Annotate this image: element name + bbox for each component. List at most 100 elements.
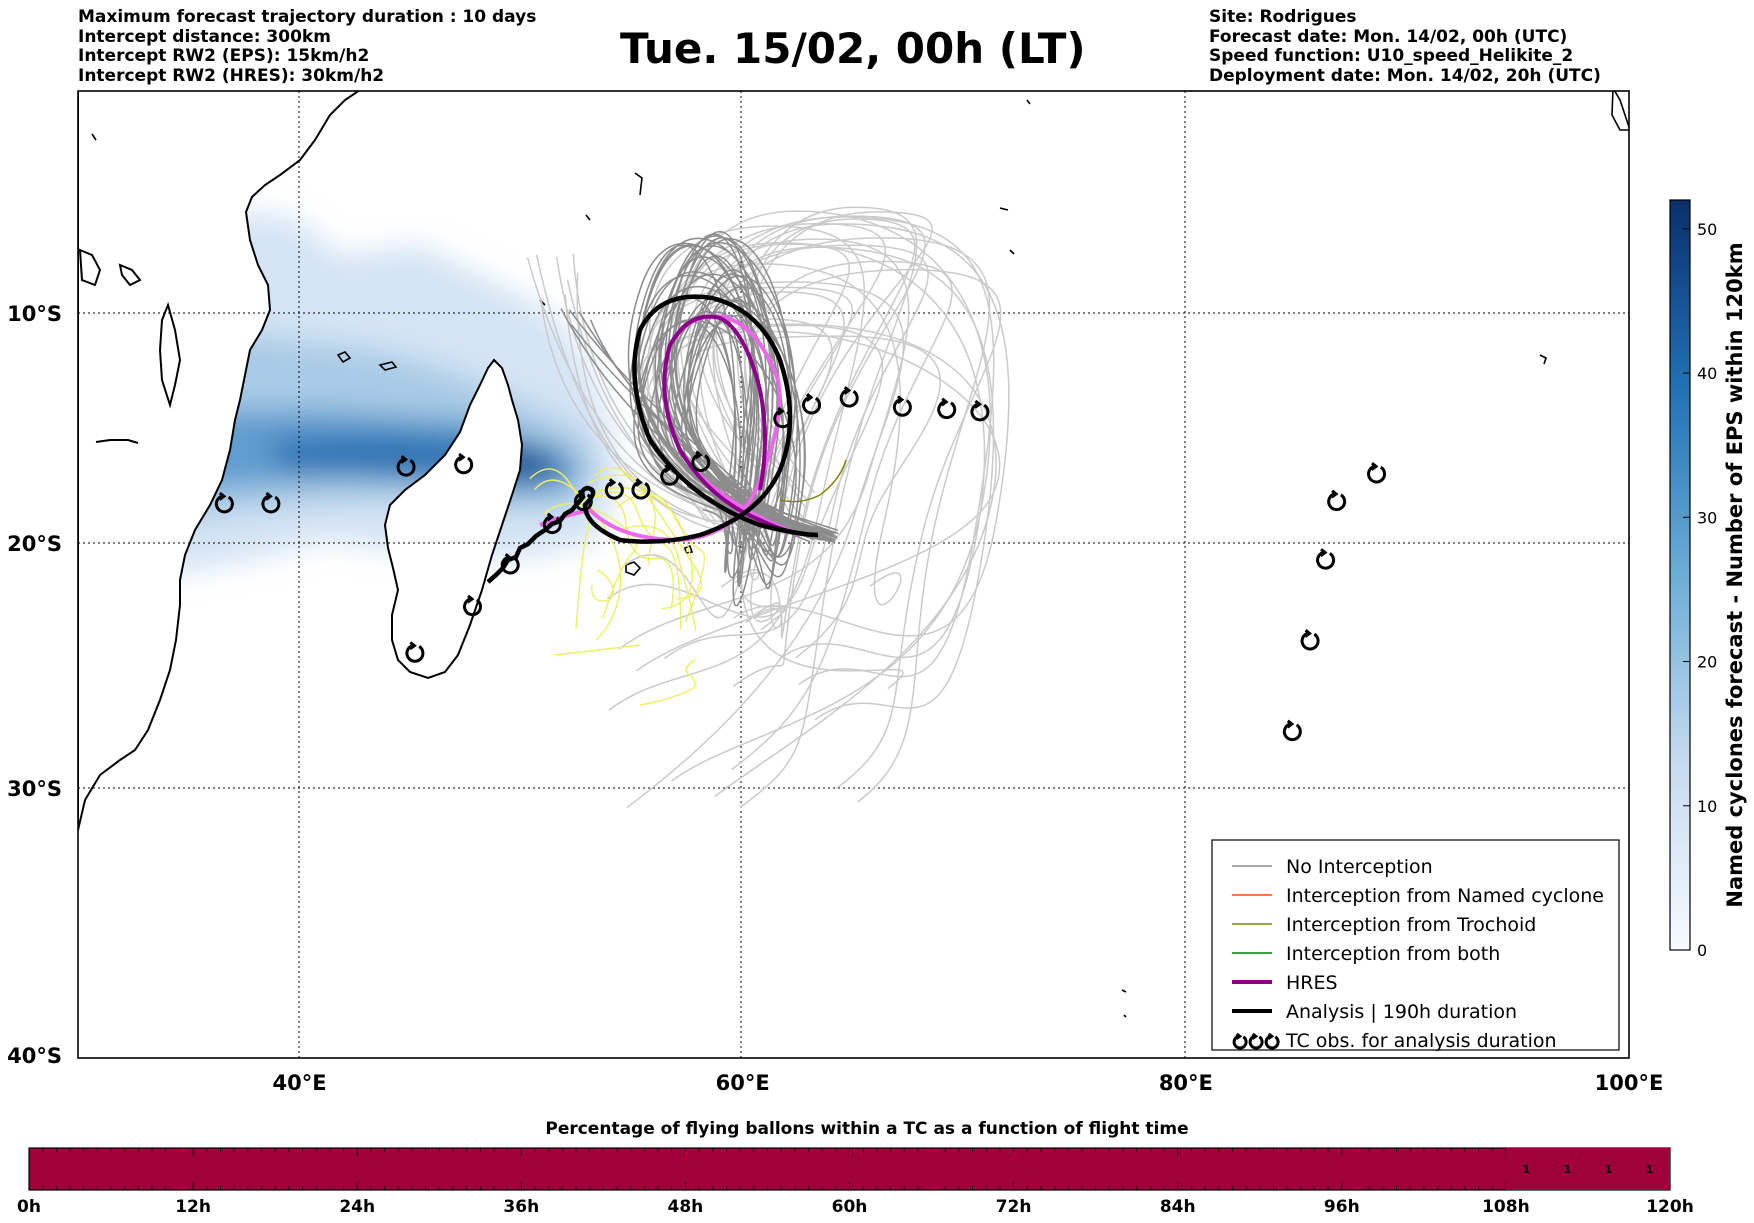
tc-obs-icon — [631, 478, 651, 500]
longitude-tick-labels: 40°E 60°E 80°E 100°E — [273, 1071, 1664, 1095]
tc-obs-icon — [396, 455, 416, 477]
timeline-segment-value: 1 — [1523, 1163, 1531, 1176]
info-site: Site: Rodrigues — [1209, 7, 1357, 27]
tc-obs-icon — [970, 399, 990, 422]
lon-label-60: 60°E — [716, 1071, 770, 1095]
map-frame — [77, 90, 1630, 1059]
yellow-track — [543, 503, 638, 619]
yellow-track — [554, 644, 641, 656]
light-track — [608, 225, 866, 711]
light-track — [535, 254, 749, 536]
tc-obs-icon — [1282, 719, 1302, 742]
timeline-tick-label: 108h — [1482, 1197, 1530, 1217]
lon-label-40: 40°E — [273, 1071, 327, 1095]
lon-label-80: 80°E — [1159, 1071, 1213, 1095]
legend-label: TC obs. for analysis duration — [1285, 1030, 1557, 1052]
info-speed-function: Speed function: U10_speed_Helikite_2 — [1209, 46, 1574, 66]
tc-obs-icon — [1316, 548, 1336, 570]
colorbar-tick: 0 — [1697, 941, 1707, 960]
info-left: Maximum forecast trajectory duration : 1… — [78, 7, 537, 86]
info-right: Site: Rodrigues Forecast date: Mon. 14/0… — [1209, 7, 1601, 86]
yellow-track — [529, 468, 589, 629]
info-intercept-eps: Intercept RW2 (EPS): 15km/h2 — [78, 46, 370, 66]
timeline-tick-label: 24h — [339, 1197, 375, 1217]
lat-label-40: 40°S — [7, 1044, 62, 1068]
tc-obs-icon — [463, 594, 482, 617]
latitude-tick-labels: 10°S 20°S 30°S 40°S — [7, 302, 62, 1068]
colorbar-tick: 50 — [1697, 220, 1717, 239]
tc-obs-icon — [214, 491, 234, 514]
colorbar-label: Named cyclones forecast - Number of EPS … — [1723, 242, 1747, 907]
legend-tc-icon — [1232, 1032, 1248, 1050]
timeline-title: Percentage of flying ballons within a TC… — [545, 1119, 1188, 1139]
timeline-tick-label: 72h — [996, 1197, 1032, 1217]
no-interception-track — [570, 324, 772, 522]
timeline-tick-label: 96h — [1324, 1197, 1360, 1217]
coastline-africa — [78, 91, 361, 831]
tc-obs-icon — [604, 478, 624, 500]
legend-label: Interception from Named cyclone — [1286, 885, 1604, 907]
legend-tc-icon — [1248, 1032, 1264, 1050]
tc-obs-icon — [839, 386, 859, 408]
yellow-track — [591, 569, 614, 602]
yellow-track — [534, 479, 622, 641]
tc-observations — [214, 386, 1386, 742]
no-interception-track — [685, 314, 839, 556]
timeline-tick-label: 120h — [1646, 1197, 1694, 1217]
lat-label-20: 20°S — [7, 532, 62, 556]
tc-obs-icon — [573, 489, 593, 512]
timeline-tick-label: 0h — [17, 1197, 41, 1217]
timeline-segment — [1505, 1148, 1547, 1190]
no-interception-track — [647, 316, 811, 573]
trochoid-interception-track — [779, 459, 847, 503]
lat-label-30: 30°S — [7, 777, 62, 801]
info-intercept-hres: Intercept RW2 (HRES): 30km/h2 — [78, 65, 385, 86]
timeline-segment — [1546, 1148, 1588, 1190]
coastline-madagascar — [383, 358, 524, 680]
legend-label: Interception from Trochoid — [1286, 914, 1536, 936]
legend-label: HRES — [1286, 972, 1338, 994]
colorbar-tick: 30 — [1697, 508, 1717, 527]
tc-obs-icon — [773, 406, 793, 429]
map-legend: No Interception Interception from Named c… — [1211, 839, 1620, 1052]
ensemble-tracks-no-interception — [560, 230, 839, 607]
flight-time-timeline: Percentage of flying ballons within a TC… — [17, 1119, 1694, 1217]
timeline-segment-value: 1 — [1605, 1163, 1613, 1176]
timeline-tick-label: 36h — [503, 1197, 539, 1217]
light-track — [564, 294, 746, 524]
colorbar-tick: 10 — [1697, 797, 1717, 816]
info-intercept-distance: Intercept distance: 300km — [78, 26, 331, 47]
tc-obs-icon — [802, 393, 821, 415]
tc-obs-icon — [542, 512, 562, 535]
lake-shapes — [95, 301, 182, 444]
colorbar-tick: 40 — [1697, 364, 1717, 383]
no-interception-track — [673, 311, 834, 607]
legend-label: No Interception — [1286, 856, 1433, 878]
colorbar: 0 10 20 30 40 50 Named cyclones forecast - Nu… — [1669, 199, 1747, 960]
no-interception-track — [560, 308, 779, 523]
colorbar-tick: 20 — [1697, 653, 1717, 672]
light-track — [736, 206, 918, 809]
tc-obs-icon — [1327, 489, 1347, 512]
timeline-tick-label: 60h — [832, 1197, 868, 1217]
tc-obs-icon — [500, 553, 520, 575]
tc-obs-icon — [1300, 629, 1320, 651]
timeline-tick-label: 84h — [1160, 1197, 1196, 1217]
info-deployment-date: Deployment date: Mon. 14/02, 20h (UTC) — [1209, 65, 1601, 86]
tc-obs-icon — [691, 450, 711, 472]
info-forecast-date: Forecast date: Mon. 14/02, 00h (UTC) — [1209, 26, 1568, 47]
yellow-track — [639, 659, 696, 706]
light-track — [606, 324, 884, 618]
map-area: No Interception Interception from Named c… — [78, 91, 1629, 1058]
timeline-tick-label: 12h — [175, 1197, 211, 1217]
yellow-track — [595, 486, 693, 610]
info-duration: Maximum forecast trajectory duration : 1… — [78, 7, 537, 27]
lon-label-100: 100°E — [1595, 1071, 1664, 1095]
tc-obs-icon — [660, 464, 680, 486]
tc-obs-icon — [454, 452, 474, 475]
hres-track — [662, 314, 819, 537]
light-track — [624, 222, 886, 619]
lat-label-10: 10°S — [7, 302, 62, 326]
no-interception-track — [568, 309, 786, 523]
